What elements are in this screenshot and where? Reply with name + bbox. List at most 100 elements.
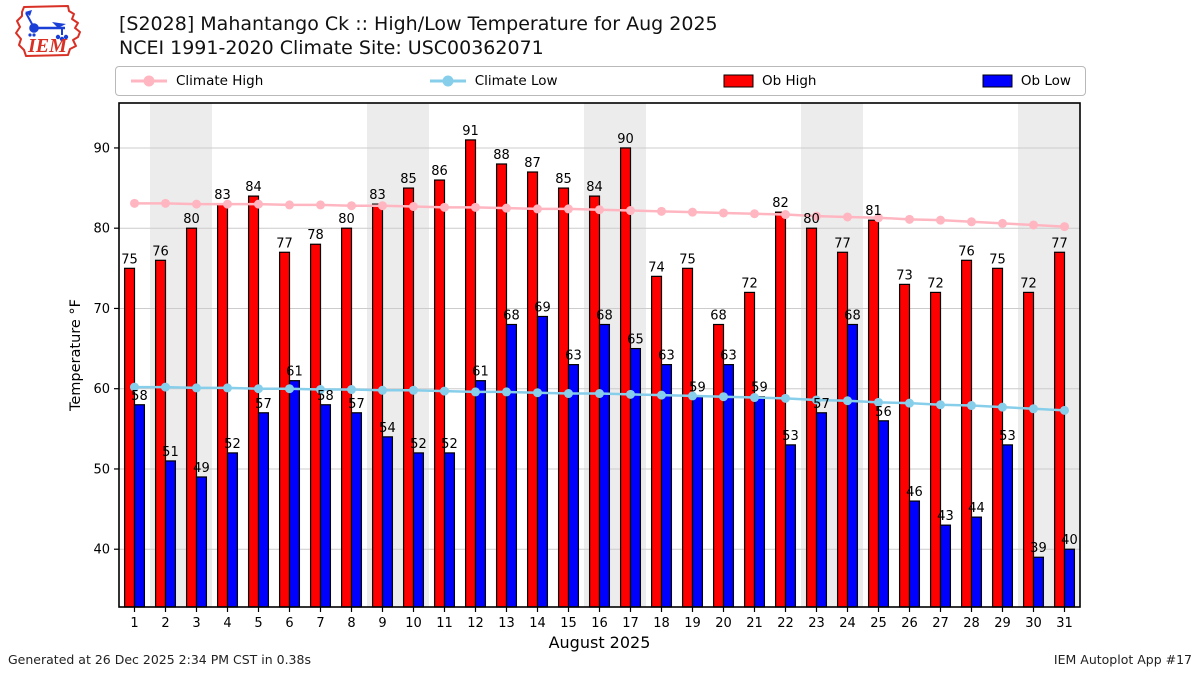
climate-line-marker — [1060, 222, 1069, 232]
ob-high-value-label: 81 — [865, 204, 882, 219]
climate-line-marker — [192, 199, 201, 209]
ob-high-value-label: 76 — [958, 244, 975, 259]
legend-item-climate-high: Climate High — [130, 73, 263, 89]
ob-low-value-label: 52 — [441, 437, 458, 452]
ob-high-value-label: 72 — [927, 276, 944, 291]
ob-low-bar — [195, 476, 208, 608]
ob-high-bar — [185, 227, 198, 608]
y-tick-label: 70 — [93, 302, 110, 317]
ob-low-value-label: 54 — [379, 421, 396, 436]
ob-high-bar — [743, 291, 756, 608]
x-tick-label: 20 — [715, 616, 732, 631]
x-tick-label: 18 — [653, 616, 670, 631]
ob-low-value-label: 52 — [224, 437, 241, 452]
ob-high-bar — [371, 203, 384, 608]
x-tick-label: 30 — [1025, 616, 1042, 631]
climate-line-marker — [750, 209, 759, 219]
ob-high-bar — [340, 227, 353, 608]
ob-high-value-label: 80 — [183, 212, 200, 227]
y-tick-label: 50 — [93, 462, 110, 477]
ob-high-bar — [929, 291, 942, 608]
climate-line-marker — [223, 383, 232, 393]
ob-high-value-label: 77 — [1051, 236, 1068, 251]
ob-low-value-label: 49 — [193, 461, 210, 476]
climate-line-marker — [998, 402, 1007, 412]
x-tick-label: 31 — [1056, 616, 1073, 631]
ob-low-value-label: 53 — [999, 429, 1016, 444]
ob-high-value-label: 84 — [245, 180, 262, 195]
ob-low-bar — [288, 380, 301, 608]
ob-high-value-label: 72 — [1020, 276, 1037, 291]
ob-low-value-label: 58 — [317, 389, 334, 404]
ob-high-value-label: 84 — [586, 180, 603, 195]
ob-high-value-label: 80 — [338, 212, 355, 227]
x-tick-label: 19 — [684, 616, 701, 631]
ob-high-value-label: 83 — [214, 188, 231, 203]
ob-high-bar — [681, 267, 694, 608]
climate-line-marker — [936, 215, 945, 225]
ob-high-value-label: 75 — [121, 252, 138, 267]
climate-line-marker — [533, 388, 542, 398]
ob-low-value-label: 39 — [1030, 541, 1047, 556]
climate-line-marker — [502, 387, 511, 397]
x-tick-label: 12 — [467, 616, 484, 631]
ob-high-value-label: 75 — [989, 252, 1006, 267]
ob-low-value-label: 61 — [286, 365, 303, 380]
x-tick-label: 3 — [192, 616, 200, 631]
title-block: [S2028] Mahantango Ck :: High/Low Temper… — [119, 12, 718, 60]
ob-high-bar — [836, 251, 849, 608]
climate-line-marker — [161, 382, 170, 392]
x-tick-label: 8 — [347, 616, 355, 631]
x-tick-label: 24 — [839, 616, 856, 631]
x-tick-label: 10 — [405, 616, 422, 631]
climate-line-marker — [905, 214, 914, 224]
ob-high-bar — [495, 163, 508, 608]
x-tick-label: 25 — [870, 616, 887, 631]
ob-low-value-label: 57 — [813, 397, 830, 412]
climate-line-marker — [223, 199, 232, 209]
ob-high-value-label: 86 — [431, 164, 448, 179]
ob-high-value-label: 68 — [710, 309, 727, 324]
ob-low-value-label: 46 — [906, 485, 923, 500]
climate-line-marker — [1060, 405, 1069, 415]
climate-line-marker — [1029, 404, 1038, 414]
ob-high-value-label: 87 — [524, 156, 541, 171]
ob-low-bar — [412, 452, 425, 608]
y-axis-label: Temperature °F — [68, 299, 84, 412]
climate-line-marker — [285, 200, 294, 210]
ob-low-bar — [474, 380, 487, 608]
ob-low-bar — [164, 460, 177, 608]
climate-line-marker — [440, 202, 449, 212]
legend-item-ob-low: Ob Low — [982, 73, 1071, 89]
ob-high-value-label: 88 — [493, 148, 510, 163]
ob-low-value-label: 68 — [596, 309, 613, 324]
ob-low-bar — [815, 412, 828, 608]
climate-line-marker — [192, 383, 201, 393]
iowa-outline — [15, 5, 81, 57]
climate-line-marker — [905, 398, 914, 408]
climate-line-marker — [812, 395, 821, 405]
ob-low-swatch-icon — [982, 74, 1013, 88]
ob-high-value-label: 83 — [369, 188, 386, 203]
climate-line-marker — [998, 218, 1007, 228]
x-tick-label: 21 — [746, 616, 763, 631]
x-tick-label: 6 — [285, 616, 293, 631]
ob-high-value-label: 74 — [648, 260, 665, 275]
ob-low-bar — [443, 452, 456, 608]
ob-low-value-label: 53 — [782, 429, 799, 444]
ob-high-value-label: 85 — [555, 172, 572, 187]
ob-low-bar — [722, 364, 735, 608]
climate-high-line-marker-icon — [131, 75, 167, 87]
climate-line-marker — [254, 199, 263, 209]
climate-line-marker — [347, 385, 356, 395]
climate-line-marker — [719, 392, 728, 402]
x-tick-label: 27 — [932, 616, 949, 631]
climate-line-marker — [626, 389, 635, 399]
x-tick-label: 11 — [436, 616, 453, 631]
ob-low-value-label: 52 — [410, 437, 427, 452]
ob-low-value-label: 63 — [720, 349, 737, 364]
chart-title: [S2028] Mahantango Ck :: High/Low Temper… — [119, 13, 718, 35]
weather-vane-icon — [25, 10, 69, 42]
ob-low-bar — [629, 347, 642, 608]
